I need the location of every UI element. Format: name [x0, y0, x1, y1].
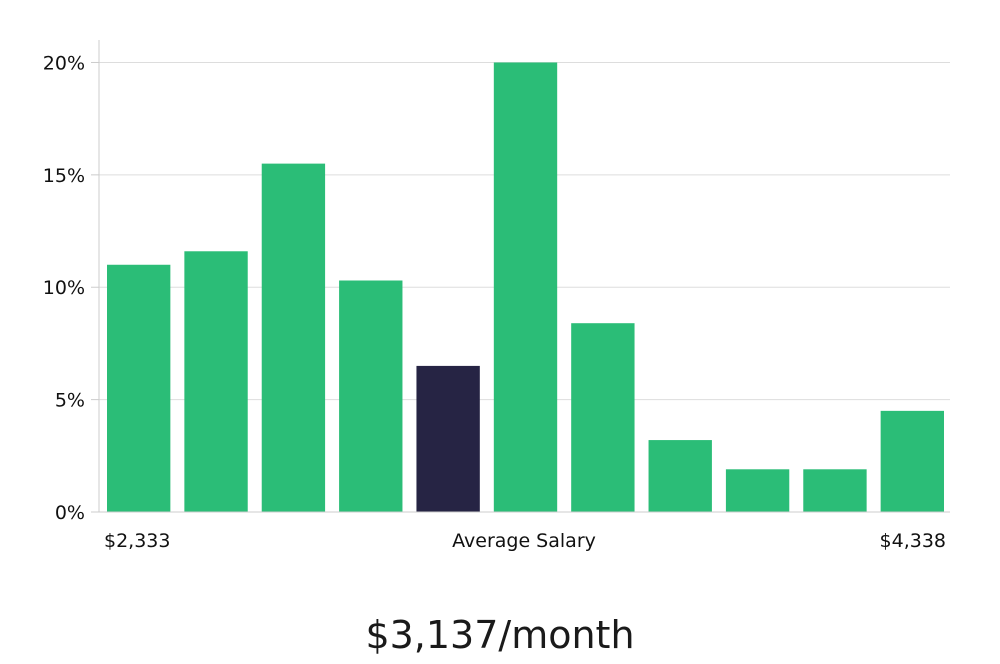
- bars: [107, 62, 944, 512]
- bar: [880, 410, 944, 512]
- bar-average: [416, 365, 480, 512]
- y-tick-label: 5%: [55, 390, 85, 412]
- bar: [725, 469, 790, 512]
- bar: [571, 323, 635, 512]
- axes: [91, 40, 950, 513]
- bar: [184, 251, 248, 512]
- y-tick-label: 10%: [43, 277, 85, 299]
- y-tick-label: 0%: [55, 502, 85, 524]
- tick-labels: 0% 5% 10% 15% 20%: [43, 52, 85, 524]
- bar: [261, 163, 326, 512]
- y-tick-label: 15%: [43, 165, 85, 187]
- bar: [648, 440, 712, 512]
- x-min-label: $2,333: [104, 530, 170, 552]
- x-max-label: $4,338: [880, 530, 946, 552]
- salary-summary: $3,137/month: [365, 613, 634, 657]
- bar: [339, 280, 403, 512]
- bar: [107, 264, 171, 512]
- bar: [803, 469, 867, 512]
- x-center-label: Average Salary: [452, 530, 596, 552]
- bar: [493, 62, 558, 512]
- y-tick-label: 20%: [43, 52, 85, 74]
